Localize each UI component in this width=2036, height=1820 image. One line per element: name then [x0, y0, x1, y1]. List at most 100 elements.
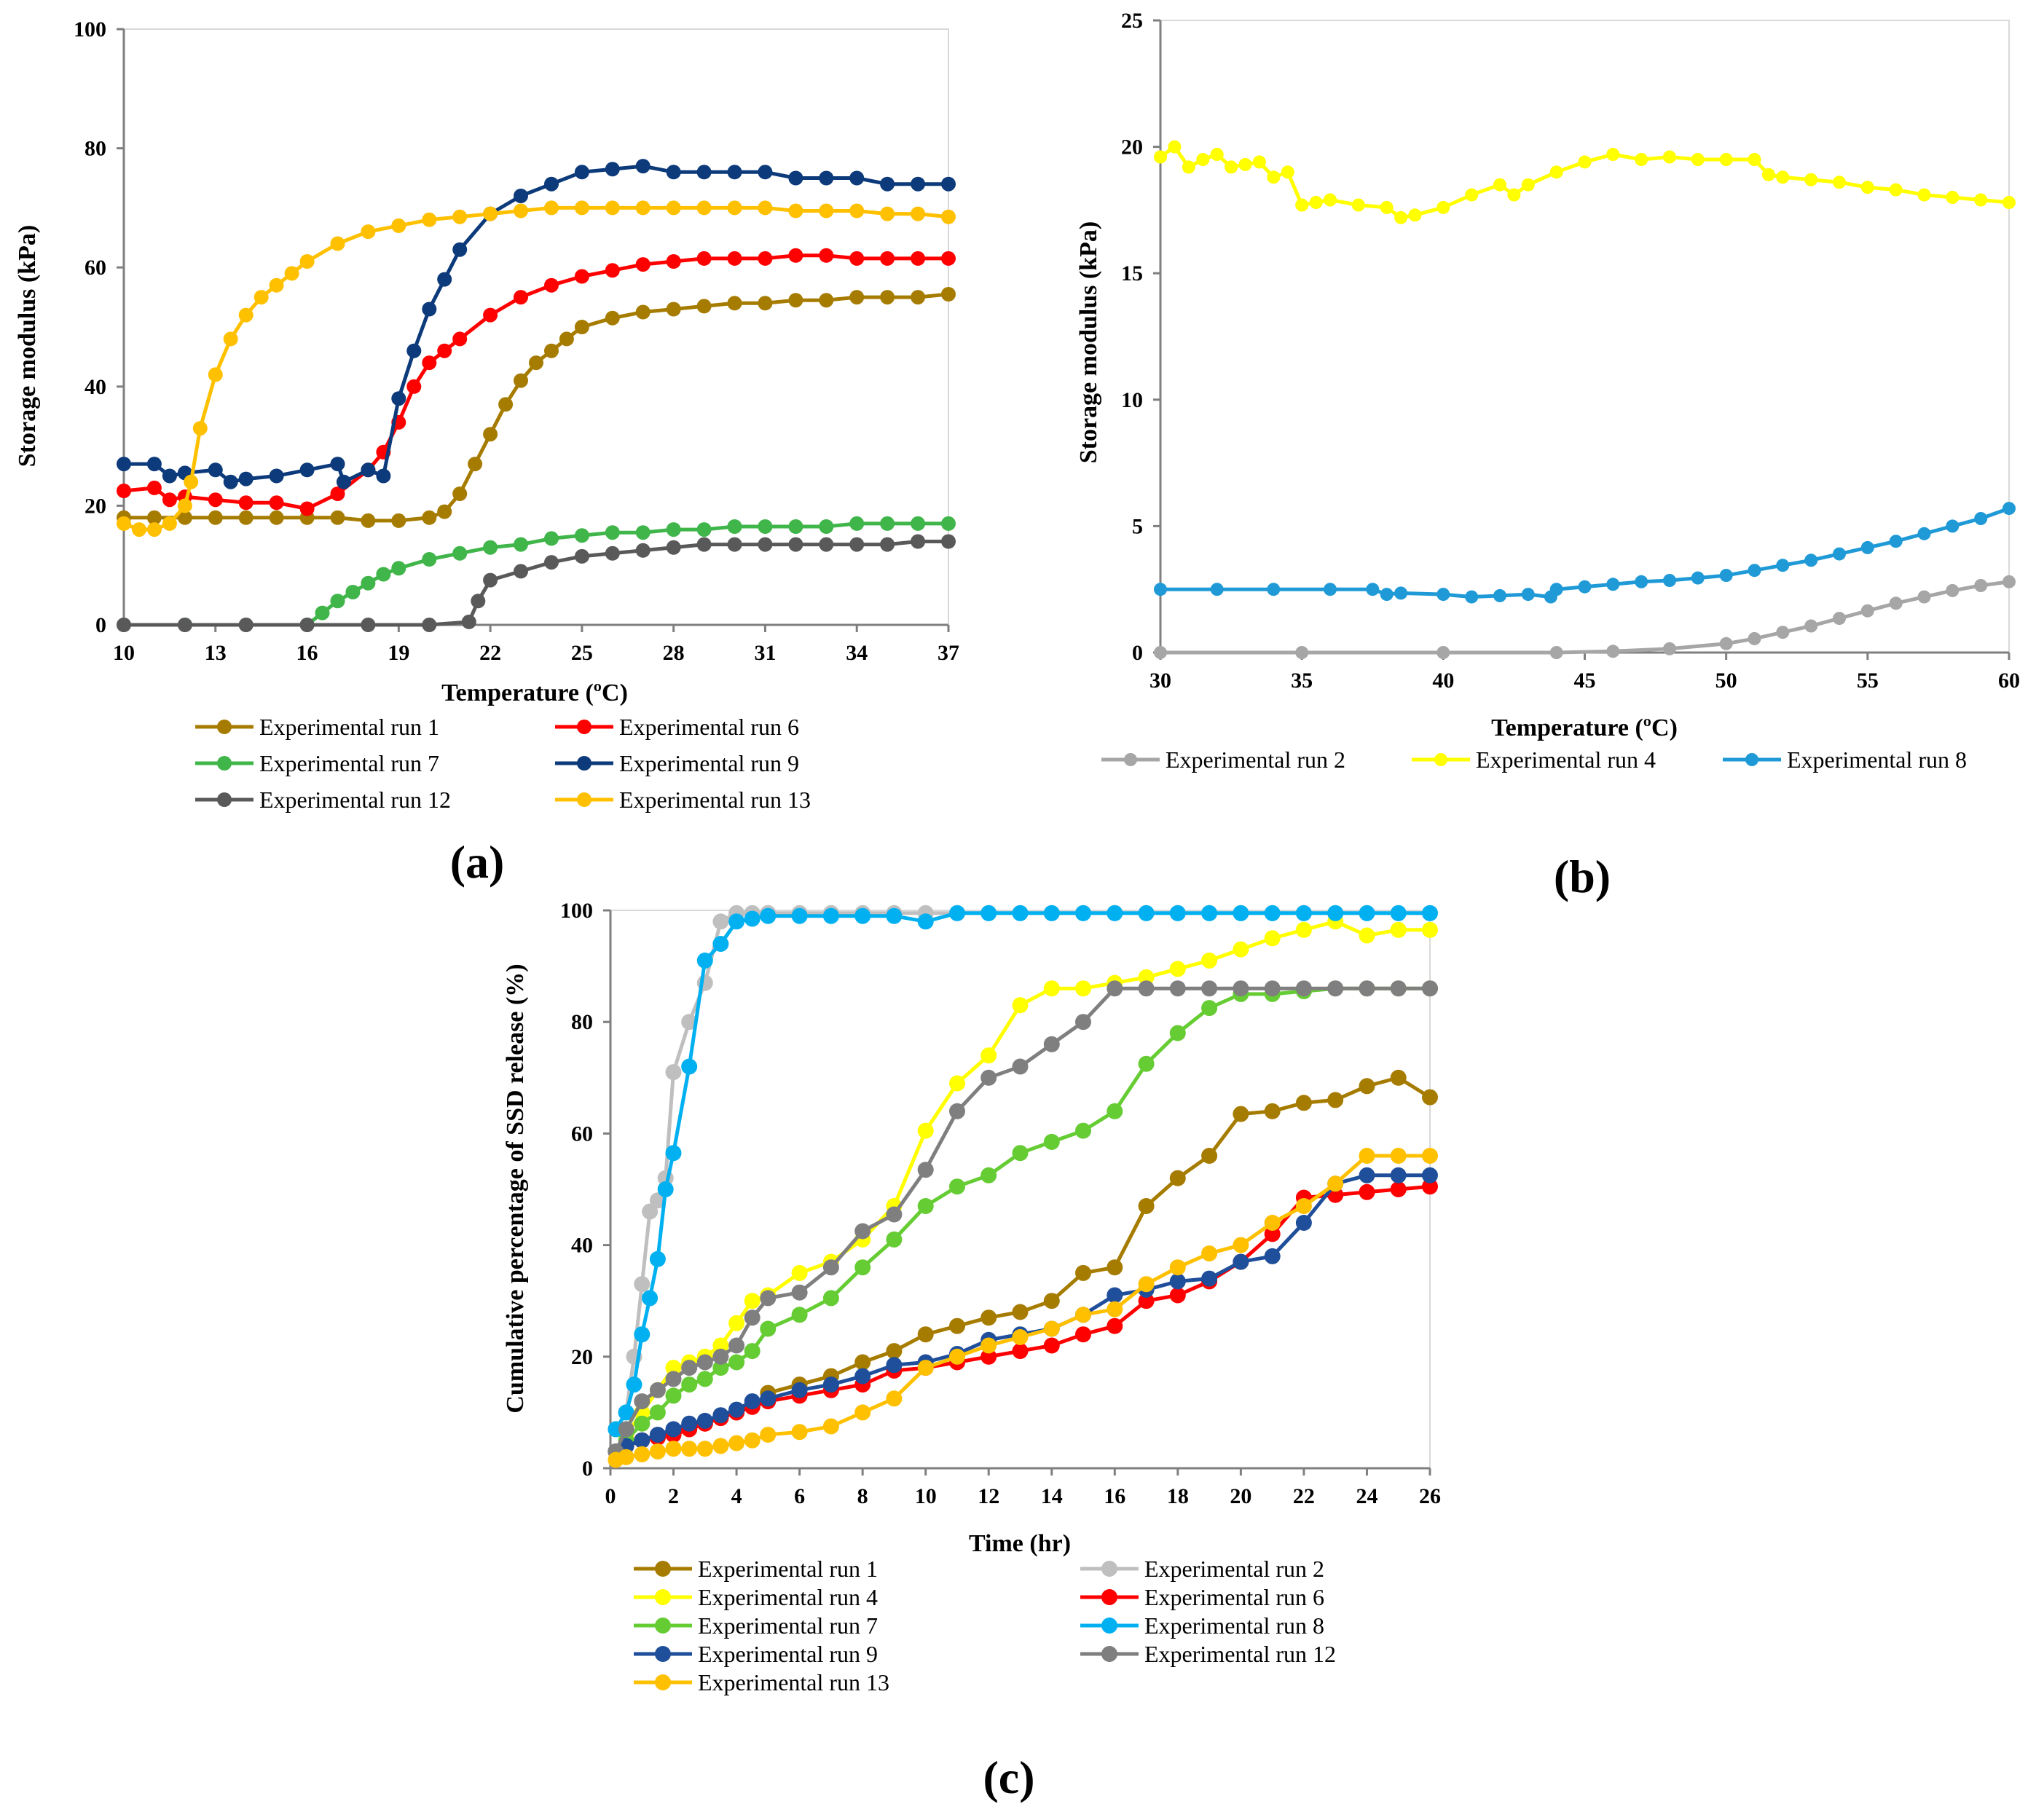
panel-c-data-point — [1422, 1148, 1438, 1164]
panel-c-data-point — [1012, 1343, 1029, 1360]
panel-c-data-point — [1012, 905, 1029, 921]
panel-a-data-point — [605, 162, 620, 177]
panel-c-data-point — [642, 1290, 659, 1307]
panel-c-legend-label: Experimental run 7 — [698, 1612, 878, 1639]
panel-c-data-point — [649, 1404, 666, 1421]
panel-a-y-tick-label: 80 — [84, 137, 106, 161]
panel-c-legend-item: Experimental run 2 — [1080, 1556, 1324, 1582]
panel-b-data-point — [1436, 646, 1450, 659]
panel-c-data-point — [1295, 1198, 1312, 1214]
panel-c-data-point — [1012, 1145, 1029, 1162]
panel-c-data-point — [1043, 1320, 1060, 1337]
panel-a-data-point — [666, 540, 681, 555]
panel-a-data-point — [514, 537, 528, 552]
panel-a-data-point — [422, 355, 437, 371]
panel-a-x-tick-label: 16 — [296, 641, 318, 665]
panel-a-data-point — [406, 379, 422, 394]
panel-c-data-point — [1138, 969, 1155, 985]
panel-a-y-tick-label: 40 — [84, 375, 106, 399]
panel-a-data-point — [269, 468, 284, 484]
panel-c-data-point — [949, 1348, 965, 1365]
panel-c-x-tick-label: 18 — [1167, 1484, 1189, 1508]
panel-c-data-point — [712, 1348, 729, 1365]
panel-a-legend-label: Experimental run 1 — [259, 714, 439, 740]
panel-a-data-point — [238, 307, 253, 323]
panel-c-data-point — [1390, 1148, 1407, 1164]
panel-c-x-tick-label: 0 — [605, 1484, 616, 1508]
panel-b-data-point — [1394, 586, 1408, 600]
panel-c-data-point — [665, 1064, 682, 1081]
panel-a-x-axis-title: Temperature (ºC) — [441, 679, 628, 706]
panel-c-data-point — [949, 1075, 965, 1092]
panel-a-data-point — [574, 320, 589, 334]
panel-a-data-point — [452, 331, 468, 347]
panel-b-data-point — [1252, 155, 1266, 169]
panel-a-data-point — [238, 495, 253, 511]
panel-a-data-point — [911, 290, 926, 305]
panel-a-data-point — [696, 251, 712, 266]
panel-c-data-point — [1390, 905, 1407, 921]
panel-b-data-point — [1493, 178, 1506, 192]
panel-c-data-point — [1390, 980, 1407, 997]
panel-b-data-point — [1196, 153, 1210, 166]
panel-b-x-tick-label: 45 — [1574, 669, 1596, 693]
panel-b-chart: 30 35 40 45 50 55 60 0 5 10 15 20 25 Temperature (ºC… — [1075, 9, 2020, 902]
panel-c-data-point — [696, 1371, 713, 1387]
panel-a-data-point — [666, 165, 681, 180]
panel-c-data-point — [949, 1103, 965, 1119]
panel-b-legend-swatch-marker — [1124, 753, 1137, 766]
panel-a-data-point — [483, 572, 498, 588]
panel-c-data-point — [980, 905, 997, 921]
panel-a-data-point — [605, 263, 620, 278]
panel-a-data-point — [208, 492, 223, 508]
panel-b-data-point — [1860, 604, 1874, 618]
panel-b-data-point — [1182, 160, 1195, 174]
panel-c-data-point — [1390, 1181, 1407, 1197]
panel-c-legend-label: Experimental run 12 — [1144, 1641, 1336, 1667]
panel-b-data-point — [1663, 642, 1676, 655]
panel-c-data-point — [728, 1337, 745, 1354]
panel-c-data-point — [712, 913, 729, 930]
panel-c-series-8 — [608, 980, 1438, 1459]
panel-c-x-tick-label: 12 — [978, 1484, 999, 1508]
panel-b-data-point — [1691, 153, 1705, 166]
panel-c-data-point — [657, 1181, 674, 1197]
panel-c-data-point — [665, 1421, 682, 1438]
panel-c-data-point — [744, 1393, 760, 1410]
panel-a-data-point — [758, 537, 773, 552]
panel-b-data-point — [1394, 210, 1408, 224]
panel-b-data-point — [1917, 188, 1931, 202]
panel-a-data-point — [361, 224, 376, 240]
panel-b-data-point — [1804, 619, 1818, 633]
panel-c-data-point — [1107, 1287, 1123, 1304]
panel-c-data-point — [1169, 1287, 1186, 1304]
panel-c-legend-swatch-marker — [1101, 1561, 1117, 1577]
panel-b-data-point — [1154, 646, 1167, 659]
panel-c-data-point — [696, 1441, 713, 1457]
panel-b-data-point — [1606, 645, 1620, 658]
panel-b-data-point — [1776, 170, 1790, 184]
panel-a-data-point — [788, 170, 803, 186]
panel-c-legend: Experimental run 1 Experimental run 2Expe… — [634, 1556, 1336, 1695]
panel-a-data-point — [223, 474, 238, 489]
panel-c-data-point — [886, 1231, 903, 1248]
panel-a-data-point — [461, 614, 476, 629]
panel-c-data-point — [1264, 1226, 1281, 1242]
panel-c-data-point — [744, 1432, 760, 1449]
panel-a-data-point — [941, 251, 956, 266]
panel-a-data-point — [849, 290, 865, 305]
panel-c-data-point — [1107, 1259, 1123, 1276]
panel-c-data-point — [665, 1441, 682, 1457]
panel-c-data-point — [822, 1290, 839, 1307]
panel-c-data-point — [1422, 905, 1438, 921]
panel-b-x-tick-label: 60 — [1998, 669, 2020, 693]
panel-a-chart: 10 13 16 19 22 25 28 31 34 37 0 20 40 60 80 100 Tempera… — [14, 17, 959, 888]
panel-a-data-point — [635, 159, 651, 174]
panel-b-data-point — [1719, 637, 1733, 650]
panel-c-data-point — [728, 1315, 745, 1331]
panel-c-data-point — [1169, 1273, 1186, 1290]
panel-a-legend-swatch-marker — [217, 720, 232, 734]
panel-c-data-point — [634, 1415, 651, 1432]
panel-a-data-point — [422, 618, 437, 632]
panel-c-data-point — [681, 1014, 698, 1031]
